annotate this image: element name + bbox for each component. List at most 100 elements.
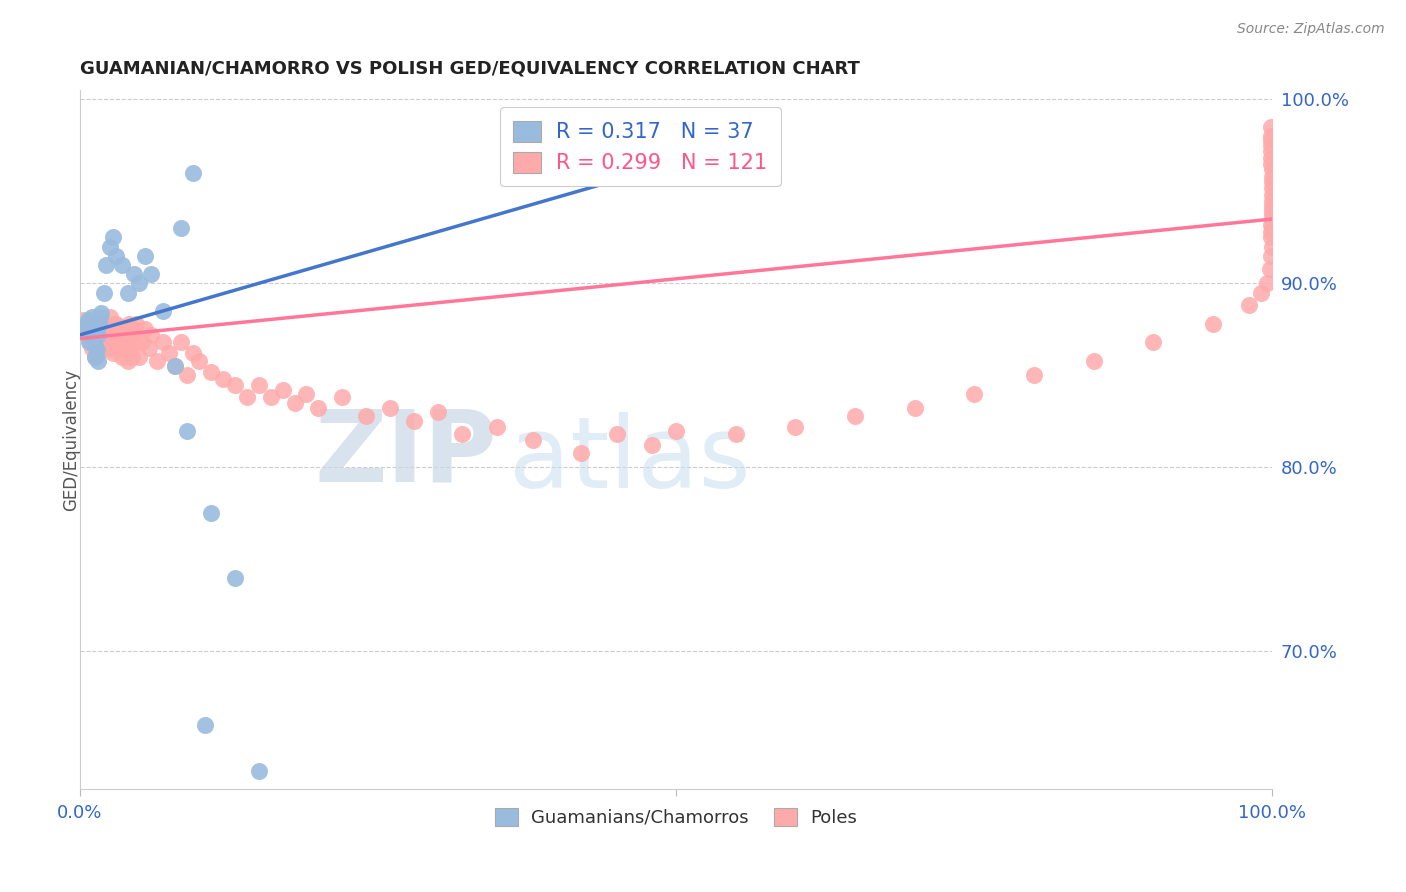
- Point: [247, 377, 270, 392]
- Point: [87, 332, 110, 346]
- Point: [1260, 129, 1282, 144]
- Point: [1261, 202, 1284, 217]
- Point: [87, 327, 110, 342]
- Point: [111, 322, 134, 336]
- Point: [89, 317, 111, 331]
- Point: [87, 353, 110, 368]
- Point: [94, 324, 117, 338]
- Point: [83, 324, 105, 338]
- Point: [87, 322, 110, 336]
- Point: [84, 339, 107, 353]
- Point: [1260, 133, 1282, 147]
- Y-axis label: GED/Equivalency: GED/Equivalency: [62, 368, 80, 511]
- Point: [1260, 230, 1282, 244]
- Point: [426, 405, 449, 419]
- Point: [224, 377, 246, 392]
- Point: [110, 320, 132, 334]
- Point: [1256, 277, 1278, 291]
- Point: [82, 335, 104, 350]
- Point: [101, 324, 124, 338]
- Point: [121, 350, 143, 364]
- Point: [125, 317, 148, 331]
- Point: [115, 324, 138, 338]
- Point: [724, 427, 747, 442]
- Point: [170, 335, 193, 350]
- Point: [181, 166, 204, 180]
- Point: [75, 322, 97, 336]
- Point: [90, 327, 112, 342]
- Point: [785, 420, 807, 434]
- Point: [84, 350, 107, 364]
- Point: [120, 327, 142, 342]
- Point: [117, 353, 139, 368]
- Point: [157, 346, 180, 360]
- Point: [82, 332, 104, 346]
- Point: [1083, 353, 1105, 368]
- Point: [86, 339, 108, 353]
- Point: [75, 322, 97, 336]
- Point: [94, 332, 117, 346]
- Point: [114, 341, 136, 355]
- Point: [90, 306, 112, 320]
- Point: [77, 318, 100, 333]
- Point: [1142, 335, 1164, 350]
- Point: [212, 372, 235, 386]
- Point: [1202, 317, 1225, 331]
- Point: [96, 339, 118, 353]
- Point: [79, 332, 101, 346]
- Point: [200, 365, 222, 379]
- Point: [1260, 120, 1282, 134]
- Point: [354, 409, 377, 423]
- Point: [79, 327, 101, 342]
- Point: [569, 445, 592, 459]
- Point: [91, 335, 114, 350]
- Point: [1261, 180, 1284, 194]
- Point: [134, 322, 156, 336]
- Point: [1260, 157, 1282, 171]
- Point: [152, 335, 174, 350]
- Point: [104, 249, 127, 263]
- Point: [606, 427, 628, 442]
- Point: [224, 571, 246, 585]
- Point: [378, 401, 401, 416]
- Point: [77, 313, 100, 327]
- Point: [76, 317, 98, 331]
- Point: [260, 391, 283, 405]
- Point: [80, 310, 103, 324]
- Text: ZIP: ZIP: [315, 405, 498, 502]
- Point: [112, 332, 135, 346]
- Point: [105, 327, 128, 342]
- Point: [80, 320, 103, 334]
- Point: [1261, 239, 1284, 253]
- Point: [152, 304, 174, 318]
- Text: Source: ZipAtlas.com: Source: ZipAtlas.com: [1237, 22, 1385, 37]
- Point: [1237, 298, 1260, 312]
- Point: [80, 341, 103, 355]
- Point: [1261, 212, 1284, 227]
- Point: [131, 335, 153, 350]
- Point: [1261, 162, 1284, 177]
- Point: [247, 764, 270, 778]
- Point: [108, 332, 131, 346]
- Point: [904, 401, 927, 416]
- Point: [76, 327, 98, 342]
- Point: [330, 391, 353, 405]
- Point: [181, 346, 204, 360]
- Point: [641, 438, 664, 452]
- Point: [103, 346, 125, 360]
- Point: [100, 341, 122, 355]
- Point: [307, 401, 329, 416]
- Point: [1258, 261, 1281, 276]
- Point: [236, 391, 259, 405]
- Point: [1261, 175, 1284, 189]
- Point: [1260, 249, 1282, 263]
- Point: [118, 317, 141, 331]
- Point: [146, 353, 169, 368]
- Legend: Guamanians/Chamorros, Poles: Guamanians/Chamorros, Poles: [488, 801, 865, 833]
- Text: GUAMANIAN/CHAMORRO VS POLISH GED/EQUIVALENCY CORRELATION CHART: GUAMANIAN/CHAMORRO VS POLISH GED/EQUIVAL…: [80, 60, 859, 78]
- Point: [72, 313, 94, 327]
- Point: [117, 327, 139, 342]
- Point: [124, 335, 146, 350]
- Point: [402, 414, 425, 428]
- Point: [188, 353, 211, 368]
